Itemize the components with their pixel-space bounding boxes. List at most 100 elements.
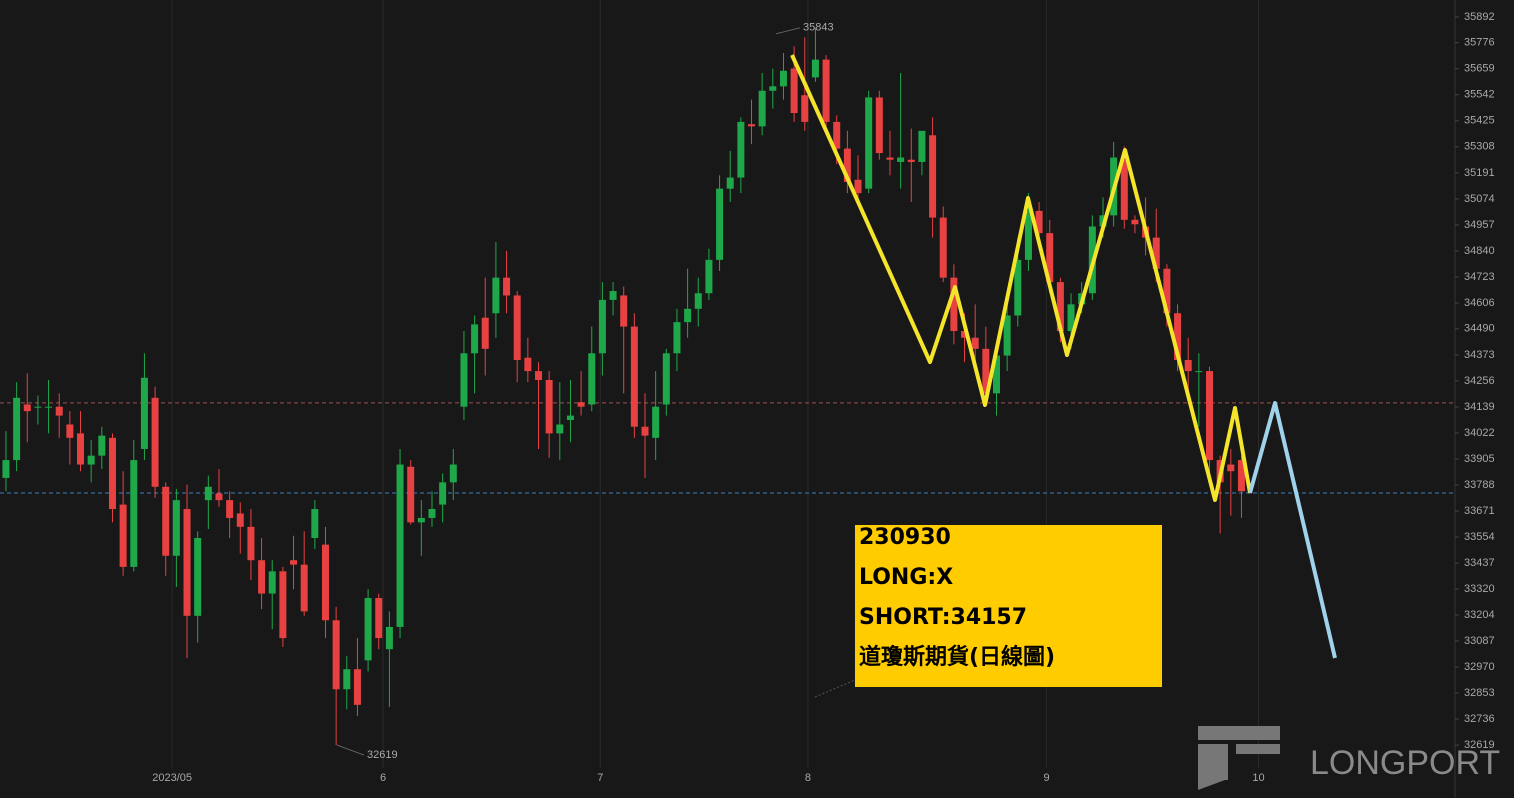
candle-body xyxy=(524,357,532,372)
x-tick-label: 9 xyxy=(1043,772,1049,784)
y-tick-label: 33087 xyxy=(1464,635,1495,647)
candle-body xyxy=(779,70,787,87)
x-tick-label: 2023/05 xyxy=(152,772,192,784)
candle-body xyxy=(758,90,766,127)
candle-body xyxy=(119,504,127,567)
y-tick-label: 34139 xyxy=(1464,401,1495,413)
candle-body xyxy=(290,560,298,565)
candle-body xyxy=(1195,371,1203,373)
y-tick-label: 34022 xyxy=(1464,427,1495,439)
candle-body xyxy=(1035,210,1043,234)
candle-body xyxy=(1237,460,1245,492)
candle-body xyxy=(471,324,479,354)
low-marker-label: 32619 xyxy=(367,749,398,761)
candle-body xyxy=(907,159,915,162)
candle-body xyxy=(226,500,234,518)
candle-body xyxy=(77,433,85,465)
candle-body xyxy=(130,460,138,567)
candle-body xyxy=(140,377,148,449)
y-tick-label: 34723 xyxy=(1464,271,1495,283)
candle-body xyxy=(726,177,734,189)
candle-body xyxy=(1024,210,1032,260)
candle-body xyxy=(1206,371,1213,461)
candle-body xyxy=(1152,237,1160,269)
candle-body xyxy=(375,598,383,639)
candle-body xyxy=(566,415,574,421)
candle-body xyxy=(66,424,74,438)
candle-body xyxy=(673,322,681,354)
candle-body xyxy=(822,59,830,122)
candle-body xyxy=(247,526,255,561)
y-tick-label: 33437 xyxy=(1464,557,1495,569)
candle-body xyxy=(556,424,564,434)
grid xyxy=(0,0,1455,768)
candle-body xyxy=(55,406,63,416)
candle-body xyxy=(343,669,351,690)
candle-body xyxy=(854,179,862,194)
candle-body xyxy=(833,121,841,149)
candle-body xyxy=(300,564,308,612)
axes: 35892 35776 35659 35542 35425 35308 35191 35074… xyxy=(152,11,1494,784)
note-line: LONG:X xyxy=(859,565,954,590)
candle-body xyxy=(801,95,809,122)
note-line: 道瓊斯期貨(日線圖) xyxy=(859,645,1056,670)
note-box: 230930 LONG:X SHORT:34157 道瓊斯期貨(日線圖) xyxy=(855,525,1162,687)
candle-body xyxy=(716,188,724,260)
x-tick-label: 8 xyxy=(805,772,811,784)
candle-body xyxy=(268,571,276,594)
candle-body xyxy=(449,464,457,483)
y-tick-label: 33671 xyxy=(1464,505,1495,517)
y-tick-label: 35425 xyxy=(1464,115,1495,127)
candle-body xyxy=(1227,464,1235,472)
candle-body xyxy=(694,293,702,309)
y-tick-label: 33320 xyxy=(1464,583,1495,595)
candle-body xyxy=(417,517,425,523)
y-tick-label: 33554 xyxy=(1464,531,1495,543)
y-tick-label: 34606 xyxy=(1464,297,1495,309)
watermark: LONGPORT xyxy=(1310,744,1500,782)
candle-body xyxy=(790,68,798,114)
candle-body xyxy=(875,97,883,154)
candle-body xyxy=(769,86,777,91)
y-tick-label: 35191 xyxy=(1464,167,1495,179)
candle-body xyxy=(1003,315,1011,356)
y-tick-label: 34840 xyxy=(1464,245,1495,257)
candle-body xyxy=(396,464,404,627)
candle-body xyxy=(865,97,873,189)
candle-body xyxy=(961,331,969,338)
candle-body xyxy=(545,379,553,434)
candle-body xyxy=(748,124,756,127)
y-tick-label: 35659 xyxy=(1464,63,1495,75)
candle-body xyxy=(236,513,244,527)
y-tick-label: 35776 xyxy=(1464,37,1495,49)
candle-body xyxy=(1163,268,1171,314)
candle-body xyxy=(662,353,670,405)
y-tick-label: 33204 xyxy=(1464,609,1495,621)
candle-body xyxy=(34,406,42,408)
x-tick-label: 10 xyxy=(1252,772,1264,784)
candle-body xyxy=(588,353,596,405)
candle-body xyxy=(151,397,159,487)
candle-body xyxy=(194,537,202,616)
candle-body xyxy=(598,299,606,354)
candle-body xyxy=(992,355,1000,394)
candle-body xyxy=(45,406,53,408)
candle-body xyxy=(87,455,95,465)
candle-body xyxy=(407,466,415,523)
candle-body xyxy=(609,291,617,300)
candle-body xyxy=(811,59,819,78)
candle-body xyxy=(1014,259,1022,316)
wave-line xyxy=(790,54,1252,502)
candle-body xyxy=(13,397,21,461)
candle-body xyxy=(172,500,180,556)
candle-body xyxy=(183,509,191,616)
candle-body xyxy=(311,509,319,538)
candle-body xyxy=(460,353,468,407)
candle-body xyxy=(1184,359,1192,372)
candles xyxy=(2,27,1245,746)
candle-body xyxy=(353,669,361,705)
y-tick-label: 35892 xyxy=(1464,11,1495,23)
candle-body xyxy=(929,135,937,218)
candle-body xyxy=(971,337,979,349)
